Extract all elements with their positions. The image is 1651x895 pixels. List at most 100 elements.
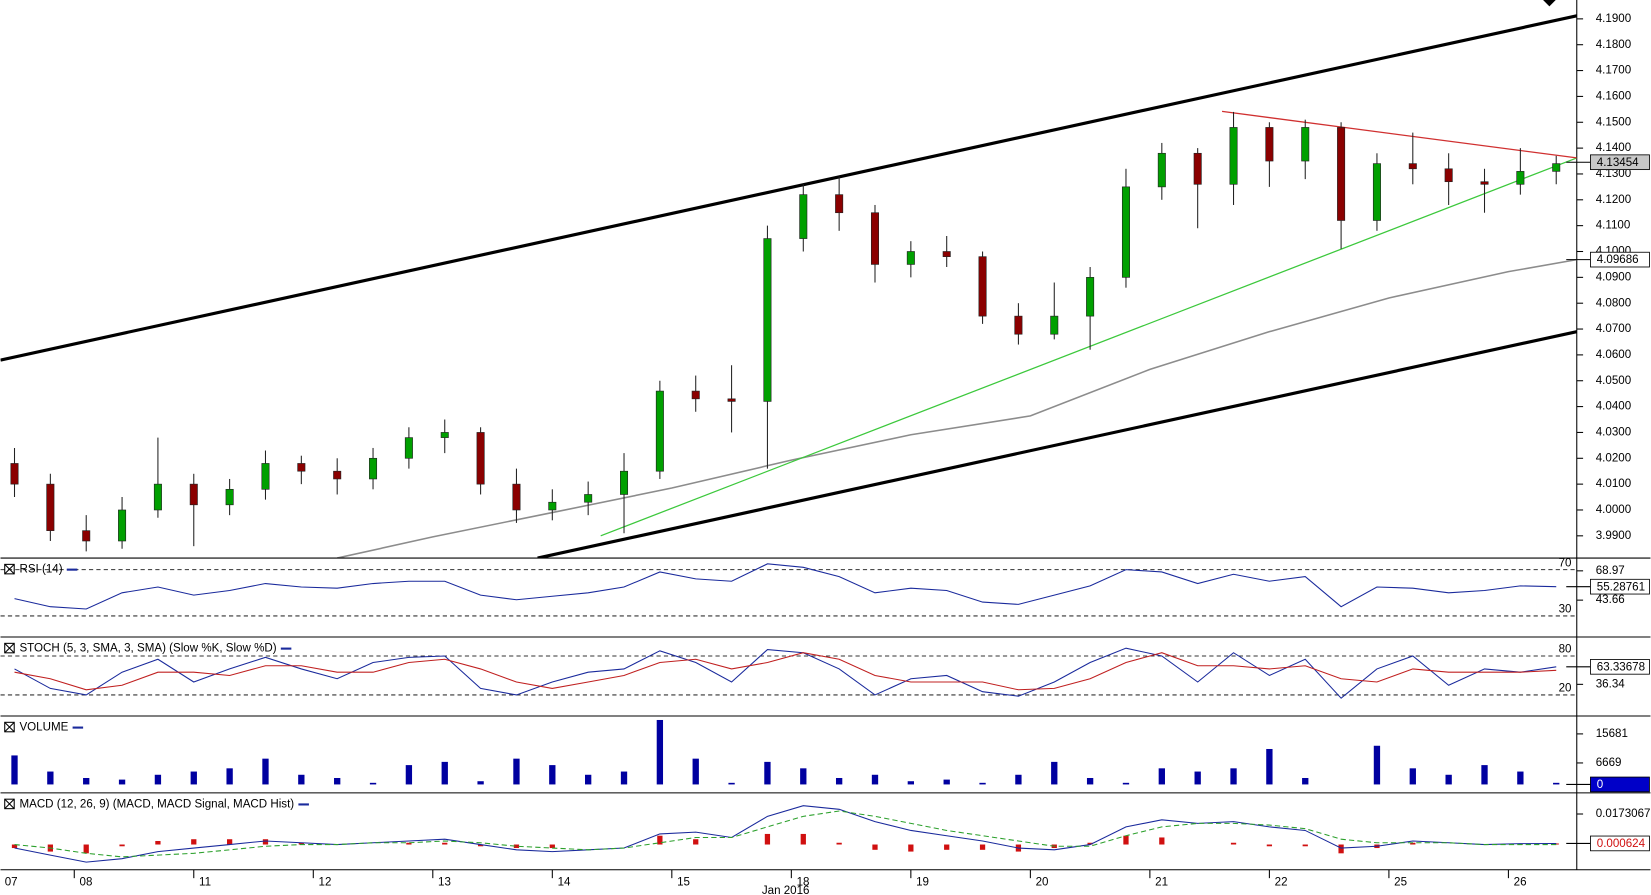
hist-bar bbox=[155, 840, 161, 845]
volume-bar bbox=[943, 779, 950, 785]
candle-body bbox=[333, 470, 342, 480]
hist-bar bbox=[1302, 844, 1308, 847]
volume-bar bbox=[190, 771, 197, 785]
marker-box bbox=[1590, 659, 1650, 675]
candle-body bbox=[1480, 181, 1489, 185]
volume-bar bbox=[764, 761, 771, 785]
volume-bar bbox=[800, 768, 807, 785]
period-label: Jan 2016 bbox=[762, 885, 810, 895]
marker-label: 0 bbox=[1597, 779, 1603, 791]
y-tick-label: 4.0900 bbox=[1596, 271, 1631, 283]
pane bbox=[0, 647, 1577, 699]
x-tick-label: 25 bbox=[1394, 876, 1407, 888]
hist-bar bbox=[298, 842, 304, 845]
y-tick-label: 43.66 bbox=[1596, 594, 1625, 606]
volume-bar bbox=[1553, 782, 1560, 785]
hist-bar bbox=[836, 842, 842, 845]
candle-body bbox=[799, 194, 808, 239]
volume-bar bbox=[83, 777, 90, 785]
level-label: 70 bbox=[1559, 557, 1572, 569]
marker-label: 4.09686 bbox=[1597, 254, 1639, 266]
candle-body bbox=[978, 256, 987, 317]
hist-bar bbox=[800, 833, 806, 845]
candle-body bbox=[1408, 163, 1417, 170]
candle-body bbox=[1552, 163, 1561, 172]
candle-body bbox=[1516, 171, 1525, 185]
candle-body bbox=[655, 390, 664, 472]
volume-bar bbox=[1445, 774, 1452, 785]
pane-icon-cross bbox=[4, 798, 15, 810]
marker-box bbox=[1590, 154, 1650, 171]
hist-bar bbox=[477, 844, 484, 847]
hist-bar bbox=[262, 839, 269, 845]
candle-body bbox=[476, 432, 485, 485]
y-tick-label: 4.1400 bbox=[1596, 142, 1631, 154]
y-tick-label: 4.1000 bbox=[1596, 246, 1631, 258]
volume-bar bbox=[11, 755, 18, 785]
hist-bar bbox=[226, 839, 233, 845]
y-tick-label: 4.0600 bbox=[1596, 349, 1631, 361]
y-tick-label: 3.9900 bbox=[1596, 530, 1631, 542]
volume-bar bbox=[585, 774, 592, 785]
hist-bar bbox=[83, 844, 89, 854]
hist-bar bbox=[11, 844, 18, 849]
trendline bbox=[1221, 110, 1577, 159]
trendline bbox=[0, 14, 1577, 362]
candle-body bbox=[1337, 127, 1346, 221]
x-tick-label: 14 bbox=[558, 876, 571, 888]
candle-body bbox=[1086, 277, 1095, 317]
candle-body bbox=[835, 194, 844, 214]
candle-body bbox=[1050, 315, 1059, 335]
y-tick-label: 4.0400 bbox=[1596, 401, 1631, 413]
candle-body bbox=[369, 457, 378, 480]
volume-bar bbox=[262, 758, 269, 785]
level-label: 80 bbox=[1559, 644, 1572, 656]
candle-body bbox=[153, 483, 162, 511]
marker-box bbox=[1590, 578, 1650, 595]
x-tick-label: 12 bbox=[319, 876, 332, 888]
pane-icon bbox=[4, 721, 15, 733]
volume-bar bbox=[1266, 748, 1273, 785]
hist-bar bbox=[406, 842, 412, 845]
pane-title: STOCH (5, 3, SMA, 3, SMA) (Slow %K, Slow… bbox=[19, 643, 276, 655]
volume-bar bbox=[154, 774, 162, 785]
series-line bbox=[14, 647, 1557, 699]
hist-bar bbox=[191, 839, 197, 845]
candle-body bbox=[620, 470, 629, 495]
volume-bar bbox=[226, 768, 233, 785]
candle-body bbox=[225, 488, 234, 506]
volume-bar bbox=[1158, 768, 1165, 785]
volume-bar bbox=[1302, 777, 1309, 785]
candle-body bbox=[1157, 152, 1166, 188]
volume-bar bbox=[369, 782, 377, 785]
x-tick-label: 20 bbox=[1036, 876, 1049, 888]
hist-bar bbox=[908, 844, 914, 852]
series-line bbox=[14, 563, 1557, 610]
marker-label: 63.33678 bbox=[1597, 661, 1645, 673]
hist-bar bbox=[1159, 837, 1165, 845]
series-line bbox=[14, 810, 1557, 858]
pane-icon bbox=[4, 798, 15, 810]
volume-bar bbox=[1086, 777, 1094, 785]
candle-body bbox=[1014, 315, 1023, 335]
hist-bar bbox=[1087, 842, 1093, 845]
volume-bar bbox=[835, 777, 843, 785]
hist-bar bbox=[979, 844, 986, 850]
candle-body bbox=[512, 483, 521, 511]
marker-label: 0.000624 bbox=[1597, 838, 1646, 850]
marker-label: 4.13454 bbox=[1597, 157, 1639, 169]
volume-bar bbox=[728, 782, 735, 785]
x-tick-label: 15 bbox=[677, 876, 690, 888]
candle-body bbox=[404, 437, 413, 459]
hist-bar bbox=[1230, 842, 1237, 845]
pane-icon-cross bbox=[4, 642, 15, 654]
y-tick-label: 4.0800 bbox=[1596, 297, 1631, 309]
candle-body bbox=[763, 238, 772, 402]
level-label: 30 bbox=[1559, 604, 1572, 616]
hist-bar bbox=[1123, 835, 1129, 845]
y-tick-label: 4.1900 bbox=[1596, 13, 1631, 25]
hist-bar bbox=[764, 833, 771, 845]
pane bbox=[11, 719, 1560, 785]
volume-bar bbox=[1481, 765, 1488, 785]
marker-label: 55.28761 bbox=[1597, 581, 1645, 593]
